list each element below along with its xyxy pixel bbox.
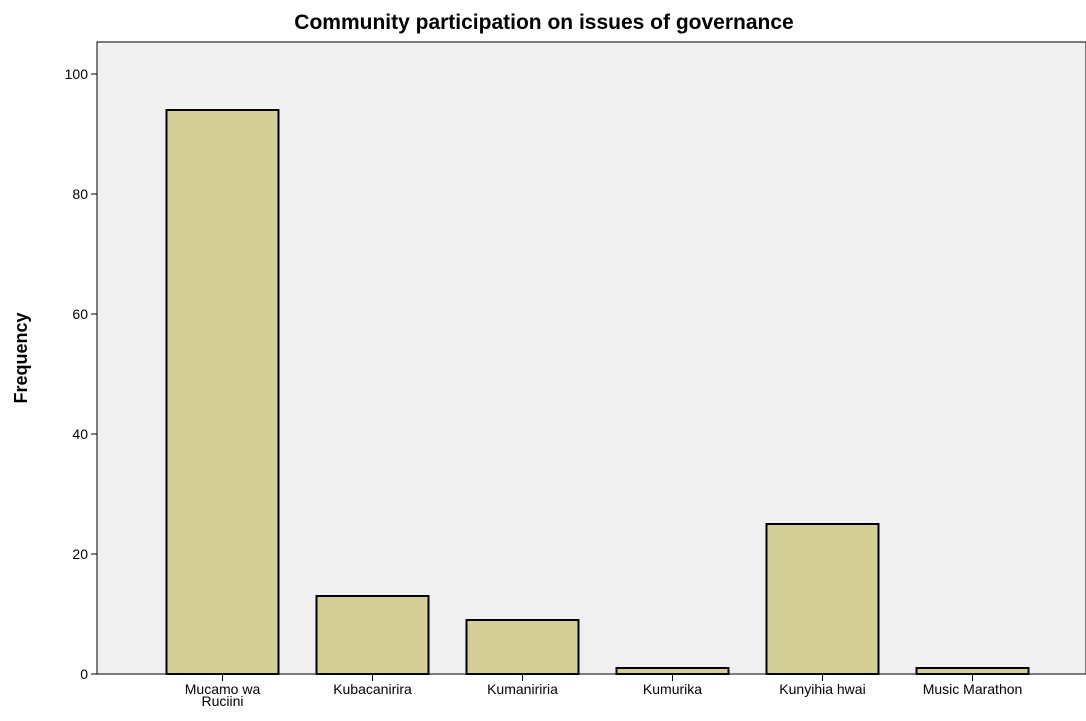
bar-kubacanirira (315, 595, 430, 675)
x-tick-label-music-marathon: Music Marathon (923, 681, 1023, 697)
y-axis: 0 20 40 60 80 100 (65, 66, 97, 682)
bar-kumaniriria (465, 619, 580, 675)
y-axis-title: Frequency (11, 312, 31, 403)
chart-title: Community participation on issues of gov… (294, 11, 793, 34)
x-tick-label-kumurika: Kumurika (643, 681, 702, 697)
bar-music-marathon (915, 667, 1030, 675)
x-tick-label-mucamo-wa-ruciini: Mucamo wa Ruciini (185, 681, 261, 709)
x-tick-label-kumaniriria: Kumaniriria (487, 681, 558, 697)
bar-kunyihia-hwai (765, 523, 880, 675)
y-tick-label-40: 40 (72, 426, 88, 442)
y-tick-label-80: 80 (72, 186, 88, 202)
y-tick-label-100: 100 (65, 66, 89, 82)
bar-mucamo-wa-ruciini (165, 109, 280, 675)
y-tick-label-0: 0 (80, 666, 88, 682)
y-tick-label-60: 60 (72, 306, 88, 322)
y-tick-label-20: 20 (72, 546, 88, 562)
bar-kumurika (615, 667, 730, 675)
x-tick-label-kunyihia-hwai: Kunyihia hwai (779, 681, 865, 697)
x-axis: Mucamo wa Ruciini Kubacanirira Kumaniriria K… (185, 674, 1023, 709)
x-tick-label-kubacanirira: Kubacanirira (333, 681, 412, 697)
